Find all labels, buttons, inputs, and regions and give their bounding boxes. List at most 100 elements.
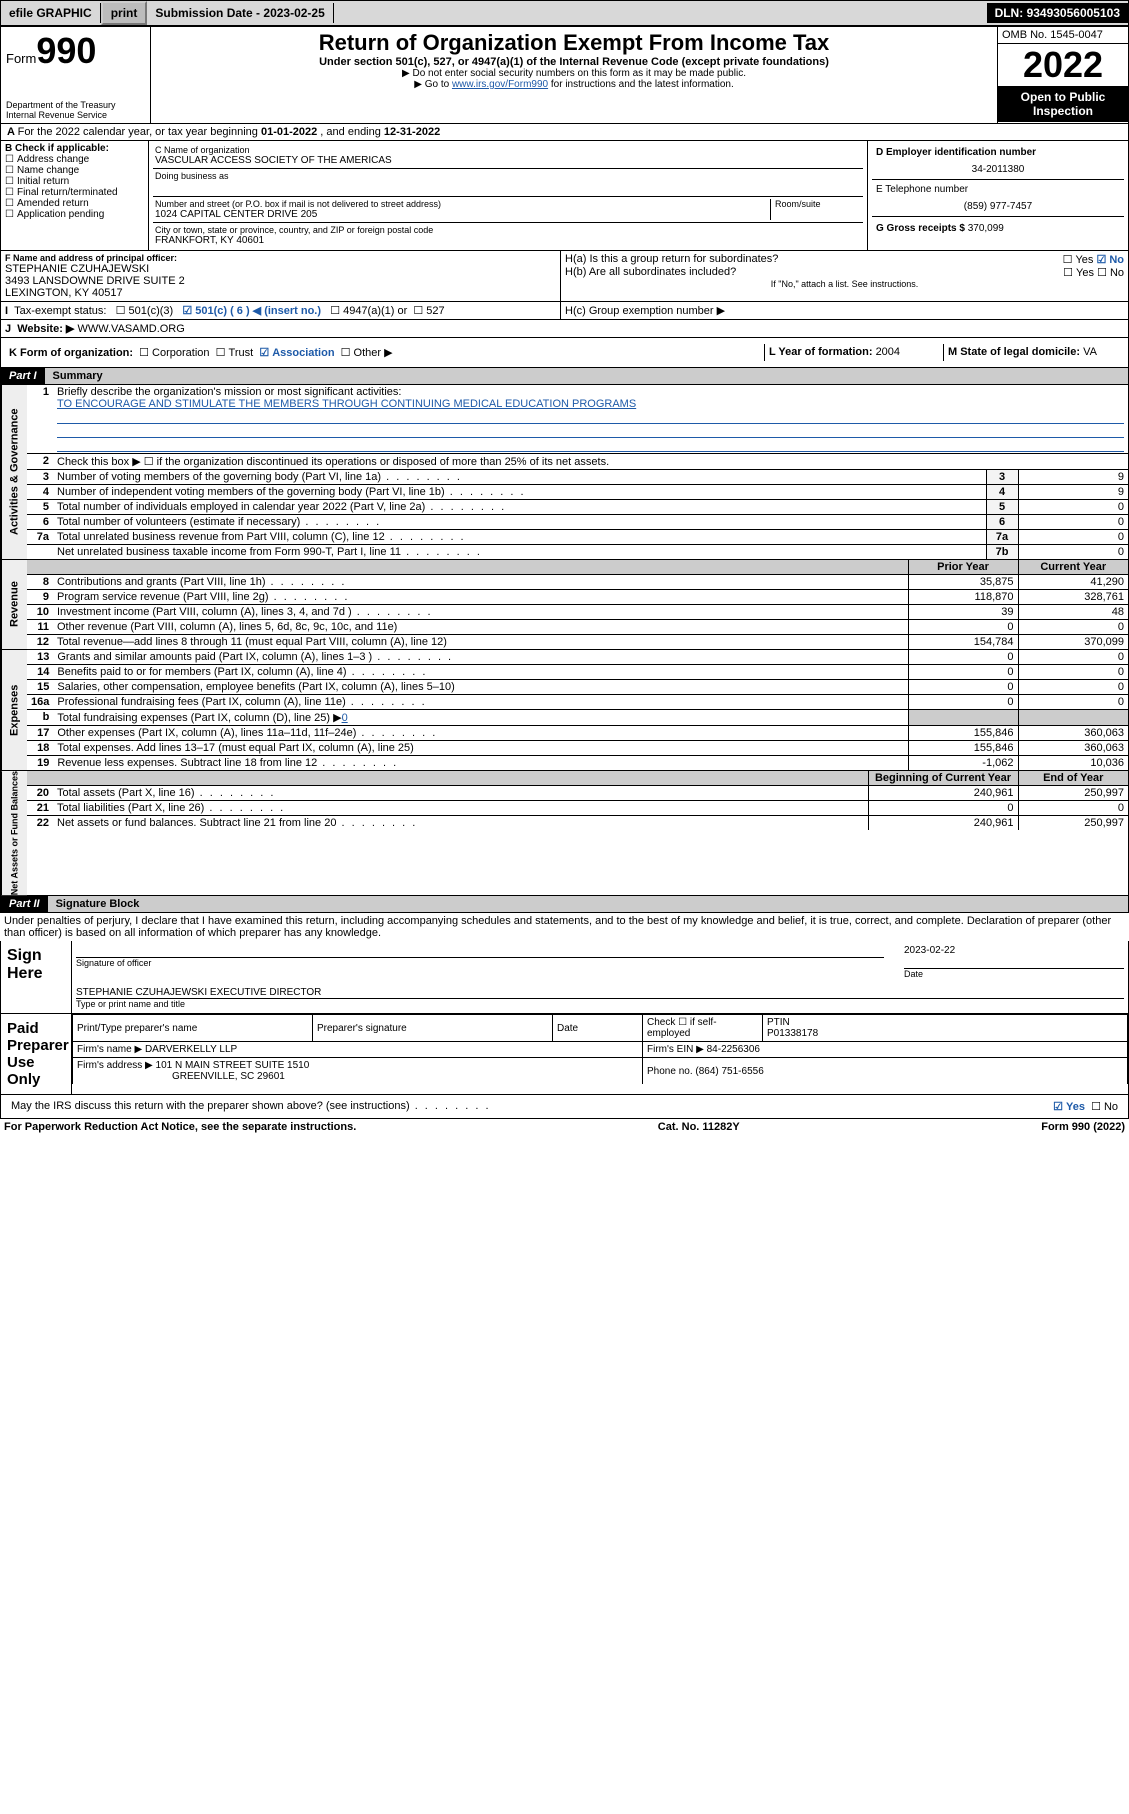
- chk-address-change[interactable]: Address change: [5, 154, 144, 165]
- l12-label: Total revenue—add lines 8 through 11 (mu…: [53, 635, 908, 650]
- form-word: Form: [6, 51, 36, 66]
- l3-label: Number of voting members of the governin…: [53, 470, 986, 485]
- l22-prior: 240,961: [868, 816, 1018, 831]
- part2-title: Signature Block: [48, 896, 1128, 912]
- firm-addr1: 101 N MAIN STREET SUITE 1510: [156, 1060, 310, 1071]
- l7b-label: Net unrelated business taxable income fr…: [53, 545, 986, 560]
- Ha-yes[interactable]: Yes: [1063, 254, 1094, 266]
- officer-label: F Name and address of principal officer:: [5, 253, 556, 263]
- perjury-decl: Under penalties of perjury, I declare th…: [0, 913, 1129, 941]
- chk-initial-return[interactable]: Initial return: [5, 176, 144, 187]
- Ha-label: H(a) Is this a group return for subordin…: [565, 253, 778, 266]
- chk-amended[interactable]: Amended return: [5, 198, 144, 209]
- firm-name: DARVERKELLY LLP: [145, 1044, 237, 1055]
- col-prior: Prior Year: [908, 560, 1018, 575]
- city-value: FRANKFORT, KY 40601: [155, 235, 861, 246]
- l10-current: 48: [1018, 605, 1128, 620]
- l20-current: 250,997: [1018, 786, 1128, 801]
- print-button[interactable]: print: [101, 1, 148, 25]
- vert-governance: Activities & Governance: [1, 385, 27, 559]
- officer-name-title: STEPHANIE CZUHAJEWSKI EXECUTIVE DIRECTOR: [76, 987, 1124, 998]
- l22-current: 250,997: [1018, 816, 1128, 831]
- firm-ein: 84-2256306: [707, 1044, 760, 1055]
- dba-label: Doing business as: [155, 171, 861, 181]
- chk-501c3[interactable]: 501(c)(3): [116, 305, 174, 317]
- l13-current: 0: [1018, 650, 1128, 665]
- box-D-E-G: D Employer identification number 34-2011…: [868, 141, 1128, 250]
- l10-prior: 39: [908, 605, 1018, 620]
- pra-notice: For Paperwork Reduction Act Notice, see …: [4, 1121, 356, 1133]
- chk-assoc[interactable]: Association: [259, 347, 334, 359]
- l20-prior: 240,961: [868, 786, 1018, 801]
- Hb-no[interactable]: No: [1097, 267, 1124, 279]
- l19-prior: -1,062: [908, 756, 1018, 771]
- chk-app-pending[interactable]: Application pending: [5, 209, 144, 220]
- chk-527[interactable]: 527: [413, 305, 444, 317]
- ein-label: D Employer identification number: [876, 147, 1120, 158]
- l18-current: 360,063: [1018, 741, 1128, 756]
- chk-4947[interactable]: 4947(a)(1) or: [330, 305, 407, 317]
- box-B-label: B Check if applicable:: [5, 143, 144, 154]
- l7a-label: Total unrelated business revenue from Pa…: [53, 530, 986, 545]
- irs-link[interactable]: www.irs.gov/Form990: [452, 79, 548, 90]
- chk-corp[interactable]: Corporation: [139, 347, 209, 359]
- l8-prior: 35,875: [908, 575, 1018, 590]
- discuss-yes[interactable]: Yes: [1053, 1101, 1085, 1113]
- org-form-row: K Form of organization: Corporation Trus…: [0, 338, 1129, 368]
- col-begin: Beginning of Current Year: [868, 771, 1018, 786]
- l12-current: 370,099: [1018, 635, 1128, 650]
- officer-addr2: LEXINGTON, KY 40517: [5, 287, 556, 299]
- form-header: Form990 Department of the Treasury Inter…: [0, 26, 1129, 124]
- governance-table: 1 Briefly describe the organization's mi…: [27, 385, 1128, 559]
- l5-value: 0: [1018, 500, 1128, 515]
- part2-label: Part II: [1, 896, 48, 912]
- l19-label: Revenue less expenses. Subtract line 18 …: [53, 756, 908, 771]
- vert-netassets: Net Assets or Fund Balances: [1, 771, 27, 895]
- firm-ein-label: Firm's EIN ▶: [647, 1044, 704, 1055]
- l9-current: 328,761: [1018, 590, 1128, 605]
- l1-label: Briefly describe the organization's miss…: [57, 386, 401, 398]
- addr-value: 1024 CAPITAL CENTER DRIVE 205: [155, 209, 770, 220]
- col-current: Current Year: [1018, 560, 1128, 575]
- l12-prior: 154,784: [908, 635, 1018, 650]
- l9-prior: 118,870: [908, 590, 1018, 605]
- l16a-current: 0: [1018, 695, 1128, 710]
- l15-prior: 0: [908, 680, 1018, 695]
- preparer-table: Print/Type preparer's name Preparer's si…: [72, 1014, 1128, 1084]
- irs-label: Internal Revenue Service: [6, 110, 145, 120]
- website-label: Website: ▶: [17, 323, 74, 335]
- ptin-label: PTIN: [767, 1017, 790, 1028]
- sig-officer-label: Signature of officer: [76, 957, 884, 968]
- l1-value[interactable]: TO ENCOURAGE AND STIMULATE THE MEMBERS T…: [57, 398, 636, 410]
- discuss-no[interactable]: No: [1091, 1101, 1118, 1113]
- omb-number: OMB No. 1545-0047: [998, 27, 1128, 44]
- l17-current: 360,063: [1018, 726, 1128, 741]
- name-title-label: Type or print name and title: [76, 998, 1124, 1009]
- Hb-yes[interactable]: Yes: [1063, 267, 1094, 279]
- firm-name-label: Firm's name ▶: [77, 1044, 142, 1055]
- prep-name-label: Print/Type preparer's name: [73, 1015, 313, 1042]
- chk-final-return[interactable]: Final return/terminated: [5, 187, 144, 198]
- form-page: Form 990 (2022): [1041, 1121, 1125, 1133]
- l16b-label: Total fundraising expenses (Part IX, col…: [57, 712, 341, 724]
- box-C: C Name of organization VASCULAR ACCESS S…: [149, 141, 868, 250]
- Ha-no[interactable]: No: [1096, 254, 1124, 266]
- chk-501c[interactable]: 501(c) ( 6 ) ◀ (insert no.): [182, 305, 321, 317]
- page-footer: For Paperwork Reduction Act Notice, see …: [0, 1119, 1129, 1135]
- chk-other[interactable]: Other ▶: [341, 347, 393, 359]
- gross-receipts-value: 370,099: [968, 223, 1004, 234]
- Hc-label: H(c) Group exemption number ▶: [561, 302, 1128, 319]
- l18-label: Total expenses. Add lines 13–17 (must eq…: [53, 741, 908, 756]
- chk-trust[interactable]: Trust: [216, 347, 254, 359]
- form-number: 990: [36, 30, 96, 71]
- year-cell: OMB No. 1545-0047 2022 Open to Public In…: [998, 27, 1128, 123]
- sig-date: 2023-02-22: [904, 945, 1124, 956]
- prep-check-label: Check ☐ if self-employed: [643, 1015, 763, 1042]
- chk-name-change[interactable]: Name change: [5, 165, 144, 176]
- section-revenue: Revenue Prior YearCurrent Year 8Contribu…: [0, 560, 1129, 650]
- I-label: Tax-exempt status:: [14, 305, 106, 317]
- org-name-label: C Name of organization: [155, 145, 861, 155]
- prep-date-label: Date: [553, 1015, 643, 1042]
- firm-addr2: GREENVILLE, SC 29601: [172, 1071, 285, 1082]
- l14-prior: 0: [908, 665, 1018, 680]
